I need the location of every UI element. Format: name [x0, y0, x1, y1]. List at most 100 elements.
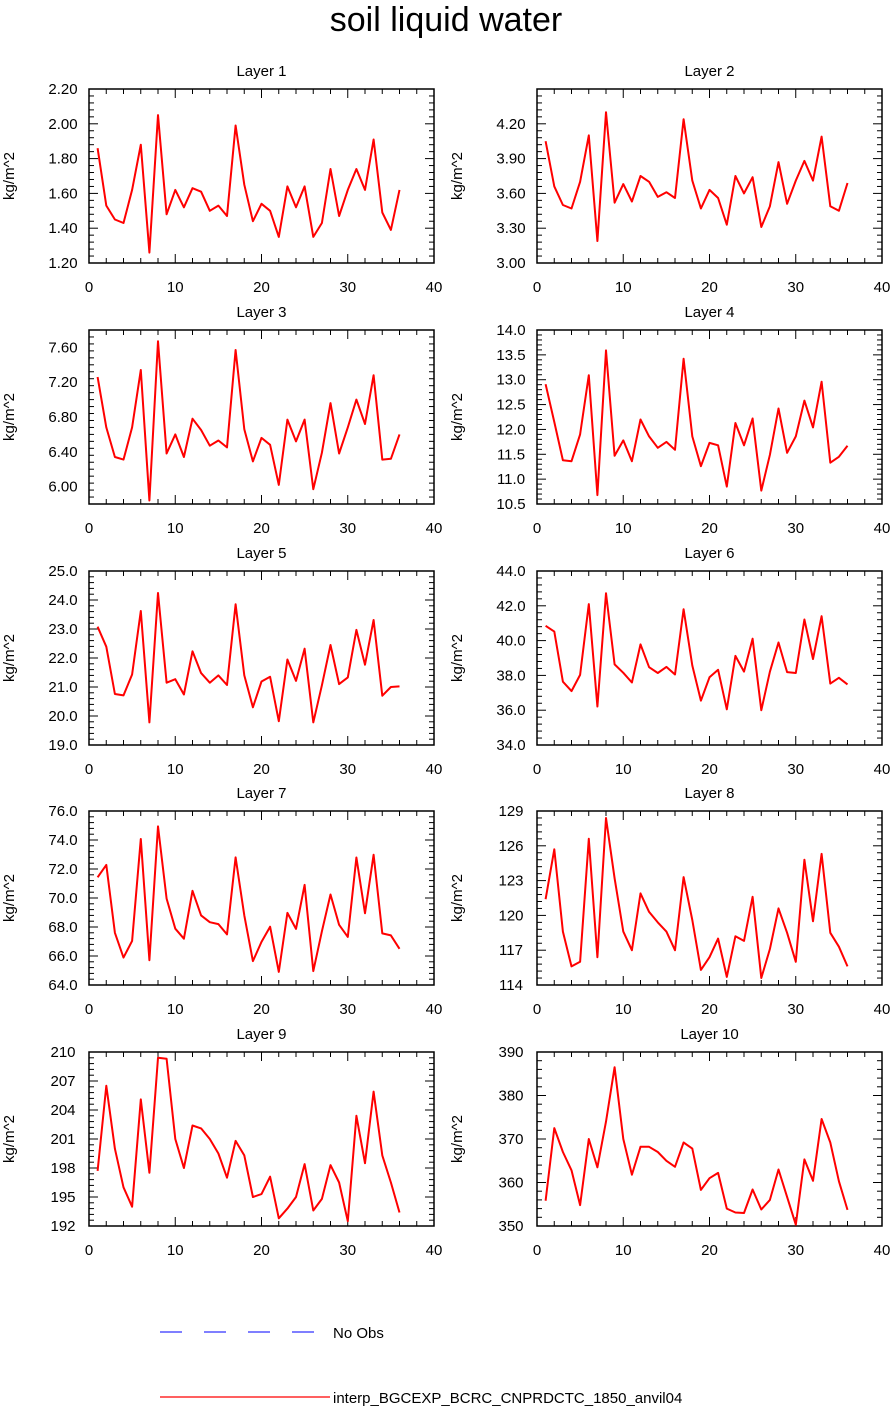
chart-panel-layer-1: Layer 1 0 10 20 30 40 1.20 1.40 1.60 1.80 2.00 2.20…: [1, 63, 442, 296]
y-tick-label: 7.20: [48, 374, 77, 391]
y-tick-label: 2.20: [48, 81, 77, 98]
x-tick-label: 20: [701, 279, 718, 296]
panel-title: Layer 8: [684, 785, 734, 802]
x-tick-label: 20: [253, 520, 270, 537]
y-tick-label: 24.0: [48, 592, 77, 609]
y-tick-label: 19.0: [48, 737, 77, 754]
x-tick-label: 20: [701, 1001, 718, 1018]
chart-panel-layer-9: Layer 9 0 10 20 30 40 192 195 198 201 204 207 210 kg/…: [1, 1026, 442, 1259]
chart-panel-layer-7: Layer 7 0 10 20 30 40 64.0 66.0 68.0 70.0 72.0 74.0…: [1, 785, 442, 1018]
y-tick-label: 207: [50, 1073, 75, 1090]
y-axis-label: kg/m^2: [449, 152, 466, 200]
x-tick-label: 0: [533, 279, 541, 296]
y-axis-label: kg/m^2: [449, 393, 466, 441]
series-points: [97, 115, 400, 253]
y-tick-label: 6.40: [48, 444, 77, 461]
series-points: [545, 1067, 848, 1225]
x-tick-label: 40: [426, 520, 443, 537]
panel-title: Layer 7: [236, 785, 286, 802]
x-tick-label: 40: [874, 279, 891, 296]
chart-panel-layer-10: Layer 10 0 10 20 30 40 350 360 370 380 390 kg/m^2: [449, 1026, 890, 1259]
y-tick-label: 1.20: [48, 255, 77, 272]
y-tick-label: 120: [498, 907, 523, 924]
y-axis-label: kg/m^2: [449, 1115, 466, 1163]
y-tick-label: 192: [50, 1218, 75, 1235]
chart-panel-layer-3: Layer 3 0 10 20 30 40 6.00 6.40 6.80 7.20 7.60 kg/m…: [1, 304, 442, 537]
y-tick-label: 42.0: [496, 598, 525, 615]
series-points: [545, 112, 848, 241]
y-axis-label: kg/m^2: [1, 874, 18, 922]
y-tick-label: 38.0: [496, 667, 525, 684]
x-tick-label: 20: [253, 279, 270, 296]
legend: No Obs interp_BGCEXP_BCRC_CNPRDCTC_1850_a…: [160, 1325, 682, 1407]
x-tick-label: 30: [339, 1242, 356, 1259]
x-tick-label: 30: [787, 1001, 804, 1018]
y-tick-label: 3.90: [496, 151, 525, 168]
x-tick-label: 40: [874, 520, 891, 537]
y-tick-label: 34.0: [496, 737, 525, 754]
y-tick-label: 72.0: [48, 861, 77, 878]
y-tick-label: 66.0: [48, 948, 77, 965]
x-tick-label: 0: [85, 761, 93, 778]
series-line: [96, 825, 401, 973]
series-points: [545, 593, 848, 711]
y-tick-label: 3.00: [496, 255, 525, 272]
y-tick-label: 210: [50, 1044, 75, 1061]
y-tick-label: 2.00: [48, 116, 77, 133]
panel-title: Layer 9: [236, 1026, 286, 1043]
y-tick-label: 12.5: [496, 397, 525, 414]
y-tick-label: 204: [50, 1102, 75, 1119]
x-tick-label: 30: [787, 761, 804, 778]
x-tick-label: 30: [787, 279, 804, 296]
panel-title: Layer 2: [684, 63, 734, 80]
series-line: [96, 114, 401, 254]
panel-title: Layer 3: [236, 304, 286, 321]
x-tick-label: 30: [339, 520, 356, 537]
y-tick-label: 36.0: [496, 702, 525, 719]
x-tick-label: 0: [85, 279, 93, 296]
y-tick-label: 10.5: [496, 496, 525, 513]
series-line: [545, 592, 849, 712]
x-tick-label: 10: [615, 279, 632, 296]
panel-title: Layer 1: [236, 63, 286, 80]
y-tick-label: 20.0: [48, 708, 77, 725]
x-tick-label: 30: [339, 761, 356, 778]
x-tick-label: 40: [874, 1001, 891, 1018]
x-tick-label: 20: [701, 761, 718, 778]
y-tick-label: 195: [50, 1189, 75, 1206]
series-line: [96, 592, 400, 724]
series-line: [544, 349, 849, 497]
chart-panel-layer-2: Layer 2 0 10 20 30 40 3.00 3.30 3.60 3.90 4.20 kg/m…: [449, 63, 890, 296]
y-tick-label: 7.60: [48, 339, 77, 356]
chart-panel-layer-4: Layer 4 0 10 20 30 40 10.5 11.0 11.5 12.0 12.5 13.0…: [449, 304, 890, 537]
x-tick-label: 20: [701, 1242, 718, 1259]
y-tick-label: 6.80: [48, 409, 77, 426]
y-tick-label: 1.60: [48, 185, 77, 202]
y-tick-label: 22.0: [48, 650, 77, 667]
y-tick-label: 1.40: [48, 220, 77, 237]
y-tick-label: 198: [50, 1160, 75, 1177]
y-tick-label: 13.5: [496, 347, 525, 364]
y-tick-label: 25.0: [48, 563, 77, 580]
series-line: [544, 817, 849, 979]
y-tick-label: 64.0: [48, 977, 77, 994]
y-axis-label: kg/m^2: [1, 152, 18, 200]
plot-frame: [536, 570, 883, 746]
y-tick-label: 4.20: [496, 116, 525, 133]
x-tick-label: 40: [426, 761, 443, 778]
y-tick-label: 3.30: [496, 220, 525, 237]
y-tick-label: 6.00: [48, 479, 77, 496]
plot-frame: [88, 570, 435, 746]
figure-title: soil liquid water: [329, 1, 563, 39]
y-tick-label: 129: [498, 803, 523, 820]
series-line: [544, 111, 849, 242]
y-tick-label: 44.0: [496, 563, 525, 580]
y-tick-label: 12.0: [496, 421, 525, 438]
x-tick-label: 40: [874, 761, 891, 778]
x-tick-label: 10: [167, 520, 184, 537]
legend-label-no-obs: No Obs: [333, 1325, 384, 1342]
plot-frame: [88, 1051, 435, 1227]
x-tick-label: 0: [85, 1001, 93, 1018]
x-tick-label: 40: [426, 1001, 443, 1018]
